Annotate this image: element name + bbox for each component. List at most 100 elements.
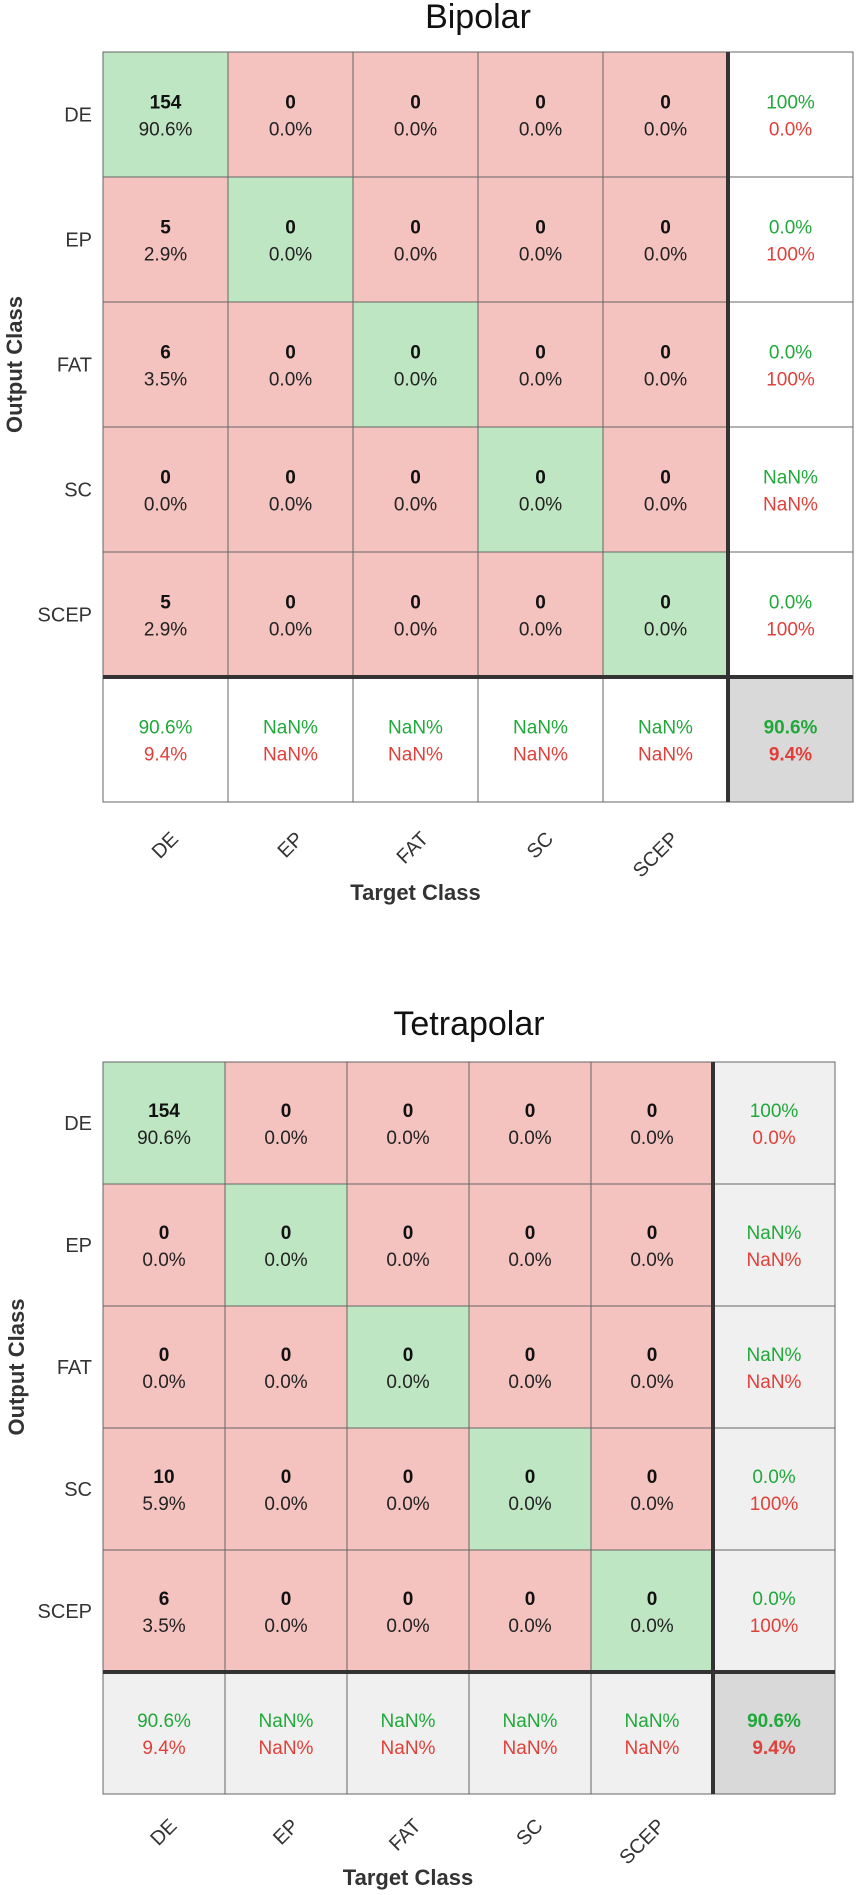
matrix-cell bbox=[227, 551, 354, 678]
row-summary-cell bbox=[712, 1183, 836, 1307]
summary-error-percent: NaN% bbox=[513, 745, 568, 766]
cell-count: 0 bbox=[281, 1223, 292, 1244]
cell-count: 0 bbox=[525, 1589, 536, 1610]
cell-count: 0 bbox=[403, 1101, 414, 1122]
matrix-cell bbox=[224, 1549, 348, 1673]
x-axis-title: Target Class bbox=[350, 880, 480, 905]
cell-count: 0 bbox=[403, 1467, 414, 1488]
summary-correct-percent: NaN% bbox=[638, 718, 693, 739]
summary-error-percent: NaN% bbox=[259, 1738, 314, 1759]
summary-correct-percent: 90.6% bbox=[137, 1711, 191, 1732]
column-summary-cell bbox=[602, 676, 729, 803]
cell-count: 0 bbox=[660, 468, 671, 489]
matrix-cell bbox=[468, 1305, 592, 1429]
cell-percent: 0.0% bbox=[519, 620, 562, 641]
cell-percent: 90.6% bbox=[137, 1128, 191, 1149]
matrix-cell bbox=[346, 1183, 470, 1307]
matrix-cell bbox=[602, 176, 729, 303]
row-tick-label: FAT bbox=[57, 1357, 92, 1379]
matrix-cell bbox=[102, 551, 229, 678]
summary-error-percent: NaN% bbox=[263, 745, 318, 766]
matrix-cell bbox=[224, 1183, 348, 1307]
matrix-cell bbox=[468, 1061, 592, 1185]
summary-correct-percent: 0.0% bbox=[769, 218, 812, 239]
column-tick-label: EP bbox=[269, 1815, 303, 1849]
cell-count: 0 bbox=[660, 593, 671, 614]
summary-error-percent: NaN% bbox=[503, 1738, 558, 1759]
matrix-cell bbox=[477, 51, 604, 178]
summary-error-percent: 100% bbox=[766, 245, 815, 266]
cell-percent: 0.0% bbox=[394, 495, 437, 516]
matrix-cell bbox=[477, 176, 604, 303]
column-tick-label: FAT bbox=[385, 1815, 425, 1855]
matrix-cell bbox=[477, 551, 604, 678]
chart-title: Tetrapolar bbox=[393, 1005, 544, 1043]
cell-count: 0 bbox=[281, 1589, 292, 1610]
matrix-cell bbox=[468, 1427, 592, 1551]
summary-correct-percent: 100% bbox=[750, 1101, 799, 1122]
matrix-cell bbox=[352, 176, 479, 303]
confusion-matrix-tetrapolar: Tetrapolar 154 90.6% 0 0.0% 0 0.0% 0 0.0% 0 0.0% 10… bbox=[4, 1005, 836, 1890]
column-summary-cell bbox=[102, 1671, 226, 1795]
summary-correct-percent: NaN% bbox=[513, 718, 568, 739]
cell-percent: 0.0% bbox=[142, 1250, 185, 1271]
row-summary-cell bbox=[712, 1549, 836, 1673]
matrix-cell bbox=[602, 551, 729, 678]
summary-error-percent: 100% bbox=[750, 1616, 799, 1637]
cell-percent: 0.0% bbox=[519, 495, 562, 516]
summary-error-percent: NaN% bbox=[625, 1738, 680, 1759]
cell-count: 0 bbox=[647, 1101, 658, 1122]
cell-percent: 0.0% bbox=[508, 1250, 551, 1271]
column-summary-cell bbox=[346, 1671, 470, 1795]
cell-count: 5 bbox=[160, 218, 171, 239]
summary-correct-percent: 0.0% bbox=[752, 1589, 795, 1610]
cell-percent: 0.0% bbox=[144, 495, 187, 516]
row-tick-label: SC bbox=[64, 1479, 92, 1501]
cell-percent: 0.0% bbox=[508, 1372, 551, 1393]
matrix-cell bbox=[102, 1549, 226, 1673]
cell-percent: 0.0% bbox=[264, 1616, 307, 1637]
summary-correct-percent: 0.0% bbox=[769, 343, 812, 364]
cell-percent: 0.0% bbox=[508, 1494, 551, 1515]
cell-percent: 0.0% bbox=[644, 245, 687, 266]
summary-correct-percent: NaN% bbox=[747, 1345, 802, 1366]
cell-count: 0 bbox=[410, 468, 421, 489]
cell-percent: 0.0% bbox=[394, 245, 437, 266]
cell-count: 0 bbox=[525, 1101, 536, 1122]
cell-count: 0 bbox=[281, 1467, 292, 1488]
summary-correct-percent: NaN% bbox=[259, 1711, 314, 1732]
matrix-cell bbox=[602, 51, 729, 178]
cell-count: 0 bbox=[403, 1223, 414, 1244]
cell-percent: 0.0% bbox=[264, 1128, 307, 1149]
summary-error-percent: 100% bbox=[750, 1494, 799, 1515]
cell-count: 0 bbox=[285, 93, 296, 114]
row-tick-label: SCEP bbox=[38, 1601, 92, 1623]
summary-error-percent: NaN% bbox=[747, 1372, 802, 1393]
row-summary-cell bbox=[727, 301, 854, 428]
cell-count: 0 bbox=[285, 468, 296, 489]
summary-correct-percent: NaN% bbox=[388, 718, 443, 739]
cell-percent: 0.0% bbox=[630, 1250, 673, 1271]
matrix-cell bbox=[352, 51, 479, 178]
cell-percent: 0.0% bbox=[630, 1616, 673, 1637]
cell-percent: 0.0% bbox=[264, 1494, 307, 1515]
confusion-matrix-bipolar: Bipolar 154 90.6% 0 0.0% 0 0.0% 0 0.0% 0 0.0% 100% 0… bbox=[2, 0, 854, 905]
cell-percent: 0.0% bbox=[519, 245, 562, 266]
cell-count: 0 bbox=[285, 343, 296, 364]
cell-percent: 90.6% bbox=[139, 120, 193, 141]
matrix-cell bbox=[227, 51, 354, 178]
cell-percent: 3.5% bbox=[144, 370, 187, 391]
cell-percent: 0.0% bbox=[142, 1372, 185, 1393]
cell-percent: 0.0% bbox=[269, 620, 312, 641]
cell-percent: 0.0% bbox=[386, 1372, 429, 1393]
matrix-cell bbox=[468, 1549, 592, 1673]
matrix-cell bbox=[102, 1183, 226, 1307]
summary-correct-percent: NaN% bbox=[625, 1711, 680, 1732]
chart-title: Bipolar bbox=[425, 0, 531, 36]
matrix-cell bbox=[477, 426, 604, 553]
row-tick-label: DE bbox=[64, 1113, 92, 1135]
matrix-cell bbox=[346, 1427, 470, 1551]
summary-correct-percent: 90.6% bbox=[747, 1711, 801, 1732]
cell-count: 154 bbox=[148, 1101, 180, 1122]
matrix-cell bbox=[468, 1183, 592, 1307]
